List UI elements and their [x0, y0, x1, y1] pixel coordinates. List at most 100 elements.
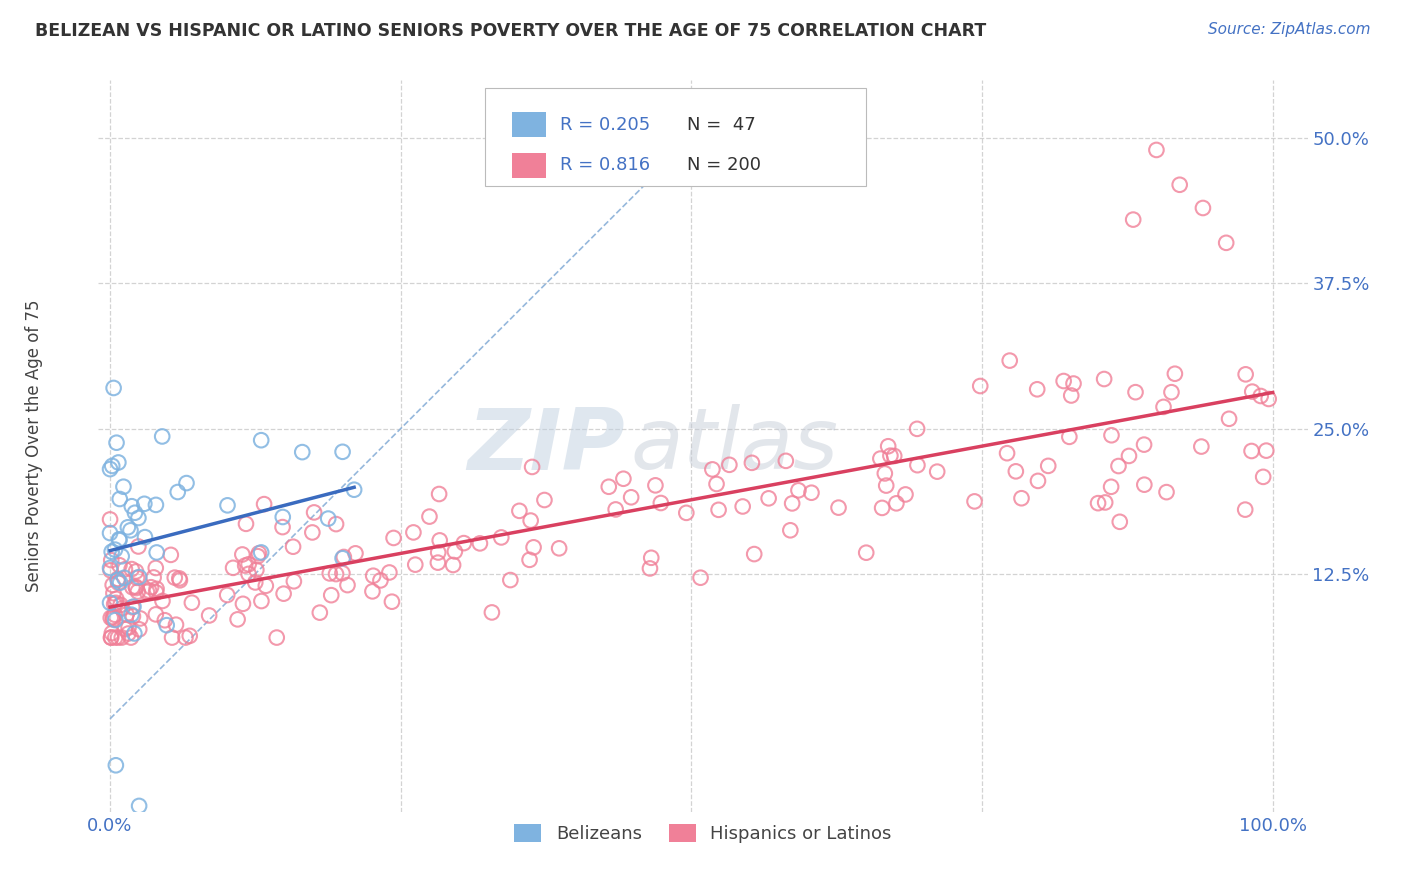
Point — [316, 511, 339, 525]
Point — [873, 467, 896, 481]
Point — [169, 574, 191, 588]
Point — [101, 578, 124, 592]
Point — [1108, 458, 1130, 473]
Point — [108, 575, 131, 590]
Point — [718, 458, 741, 472]
Point — [176, 476, 198, 491]
Point — [927, 465, 949, 479]
Point — [875, 478, 897, 492]
Point — [271, 510, 294, 524]
Point — [827, 500, 849, 515]
Point — [650, 496, 672, 510]
Point — [145, 607, 167, 622]
Point — [418, 509, 440, 524]
Point — [112, 480, 135, 494]
Point — [134, 530, 156, 544]
Point — [250, 545, 273, 559]
Point — [1099, 480, 1122, 494]
Point — [758, 491, 780, 506]
Point — [869, 451, 891, 466]
Point — [319, 566, 342, 581]
Text: ZIP: ZIP — [467, 404, 624, 488]
Point — [108, 533, 131, 547]
Point — [105, 591, 128, 606]
Point — [519, 514, 541, 528]
Point — [1063, 376, 1085, 391]
Point — [107, 573, 129, 587]
Point — [332, 551, 354, 566]
Point — [361, 568, 384, 582]
Text: R = 0.816: R = 0.816 — [561, 156, 651, 174]
Point — [231, 548, 253, 562]
Point — [520, 459, 543, 474]
Point — [128, 798, 150, 813]
Point — [156, 618, 179, 632]
Point — [101, 610, 124, 624]
Point — [308, 606, 330, 620]
Point — [370, 574, 392, 588]
Point — [198, 608, 221, 623]
Point — [117, 620, 139, 634]
Point — [145, 498, 167, 512]
Point — [344, 546, 367, 560]
Point — [245, 563, 267, 577]
Point — [640, 550, 662, 565]
Point — [235, 516, 257, 531]
Point — [145, 582, 167, 596]
Point — [800, 485, 823, 500]
Point — [127, 540, 149, 554]
Point — [870, 500, 893, 515]
Point — [1094, 495, 1116, 509]
Point — [1087, 496, 1109, 510]
Point — [117, 626, 139, 640]
Point — [886, 496, 908, 510]
Point — [1192, 201, 1215, 215]
Point — [879, 449, 901, 463]
Point — [382, 531, 405, 545]
Point — [441, 558, 464, 572]
Point — [139, 580, 162, 594]
Point — [605, 502, 627, 516]
Point — [427, 487, 450, 501]
Point — [468, 536, 491, 550]
Point — [100, 545, 122, 559]
Point — [111, 631, 134, 645]
Point — [104, 542, 127, 557]
Point — [134, 497, 156, 511]
Point — [361, 584, 384, 599]
Point — [169, 571, 191, 585]
Point — [103, 597, 125, 611]
Point — [100, 553, 122, 567]
Point — [301, 525, 323, 540]
Point — [481, 606, 503, 620]
Point — [1125, 385, 1147, 400]
Point — [742, 547, 765, 561]
Point — [98, 526, 121, 541]
Point — [145, 561, 167, 575]
Point — [1215, 235, 1237, 250]
Text: R = 0.205: R = 0.205 — [561, 116, 651, 134]
Point — [108, 533, 131, 548]
Point — [142, 570, 165, 584]
Point — [1133, 437, 1156, 451]
Point — [125, 571, 148, 585]
Point — [427, 545, 450, 559]
Point — [117, 520, 139, 534]
Point — [115, 607, 138, 622]
Legend: Belizeans, Hispanics or Latinos: Belizeans, Hispanics or Latinos — [508, 816, 898, 850]
Point — [638, 561, 661, 575]
Point — [780, 496, 803, 510]
FancyBboxPatch shape — [512, 112, 546, 137]
Point — [1144, 143, 1167, 157]
Point — [1133, 477, 1156, 491]
Text: Source: ZipAtlas.com: Source: ZipAtlas.com — [1208, 22, 1371, 37]
Point — [180, 596, 202, 610]
Point — [145, 545, 167, 559]
Point — [855, 546, 877, 560]
Point — [250, 594, 273, 608]
Point — [1189, 440, 1212, 454]
Point — [325, 517, 347, 532]
Text: BELIZEAN VS HISPANIC OR LATINO SENIORS POVERTY OVER THE AGE OF 75 CORRELATION CH: BELIZEAN VS HISPANIC OR LATINO SENIORS P… — [35, 22, 987, 40]
Point — [122, 599, 145, 614]
Point — [894, 487, 917, 501]
